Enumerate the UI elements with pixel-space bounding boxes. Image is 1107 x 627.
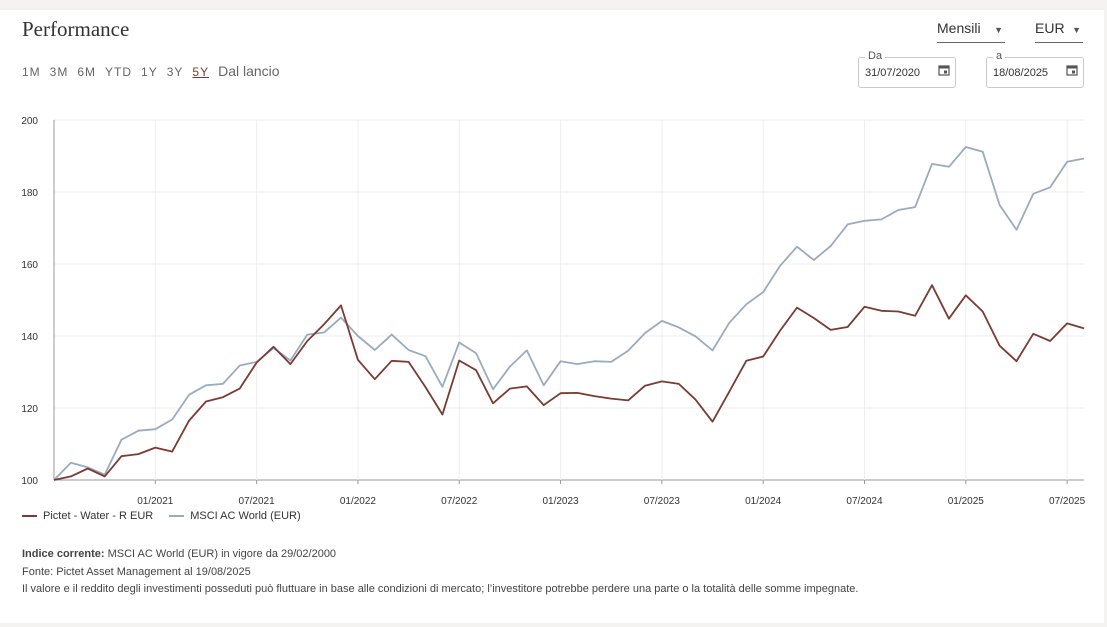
currency-value: EUR — [1035, 20, 1065, 36]
period-ytd[interactable]: YTD — [105, 65, 133, 79]
period-1m[interactable]: 1M — [22, 65, 41, 79]
footnotes: Indice corrente: MSCI AC World (EUR) in … — [22, 546, 858, 599]
series-line-index — [53, 146, 1085, 481]
disclaimer-note: Il valore e il reddito degli investiment… — [22, 583, 859, 595]
x-tick-label: 07/2022 — [441, 496, 478, 507]
x-tick-label: 01/2025 — [948, 496, 985, 507]
calendar-icon[interactable] — [1066, 64, 1078, 76]
series-line-fund — [53, 284, 1085, 481]
date-from-value: 31/07/2020 — [865, 67, 921, 79]
performance-card — [0, 10, 1104, 623]
page-title: Performance — [22, 17, 130, 41]
x-tick-label: 07/2024 — [846, 496, 883, 507]
legend-swatch-fund — [22, 515, 37, 517]
x-tick-label: 01/2022 — [340, 496, 377, 507]
x-tick-label: 01/2023 — [542, 496, 579, 507]
period-3y[interactable]: 3Y — [166, 65, 184, 79]
y-tick-label: 100 — [21, 476, 38, 487]
y-tick-label: 140 — [21, 332, 38, 343]
calendar-icon[interactable] — [938, 64, 950, 76]
current-index-text: MSCI AC World (EUR) in vigore da 29/02/2… — [107, 548, 337, 560]
legend-swatch-index — [169, 515, 185, 517]
legend-item-fund[interactable]: Pictet - Water - R EUR — [22, 510, 153, 522]
chevron-down-icon: ▼ — [1072, 25, 1081, 35]
date-from-field[interactable]: Da 31/07/2020 — [858, 50, 956, 88]
y-tick-label: 120 — [21, 404, 38, 415]
x-tick-label: 01/2021 — [137, 496, 174, 507]
period-1y[interactable]: 1Y — [141, 65, 158, 79]
current-index-note: Indice corrente: MSCI AC World (EUR) in … — [22, 546, 858, 564]
legend-label-index: MSCI AC World (EUR) — [190, 510, 301, 522]
period-5y[interactable]: 5Y — [192, 65, 210, 79]
legend-label-fund: Pictet - Water - R EUR — [43, 510, 154, 522]
y-tick-label: 200 — [21, 116, 38, 127]
period-6m[interactable]: 6M — [77, 65, 97, 79]
frequency-value: Mensili — [937, 20, 981, 36]
x-tick-label: 07/2021 — [239, 496, 276, 507]
y-tick-label: 160 — [21, 260, 38, 271]
chevron-down-icon: ▼ — [994, 25, 1003, 35]
date-to-field[interactable]: a 18/08/2025 — [986, 50, 1084, 88]
period-since-launch[interactable]: Dal lancio — [218, 63, 280, 79]
date-to-label: a — [993, 50, 1006, 62]
period-selector: 1M 3M 6M YTD 1Y 3Y 5Y Dal lancio — [22, 63, 289, 79]
x-tick-label: 07/2025 — [1049, 496, 1086, 507]
current-index-label: Indice corrente: — [22, 548, 105, 560]
source-note: Fonte: Pictet Asset Management al 19/08/… — [22, 565, 251, 578]
legend-item-index[interactable]: MSCI AC World (EUR) — [169, 510, 301, 522]
x-tick-label: 01/2024 — [745, 496, 782, 507]
performance-chart: 100 120 140 160 180 200 01/2021 07/2021 01/2022 0… — [21, 116, 1086, 507]
period-3m[interactable]: 3M — [49, 65, 69, 79]
currency-select[interactable]: EUR ▼ — [1035, 20, 1083, 43]
x-tick-label: 07/2023 — [644, 496, 681, 507]
chart-legend: Pictet - Water - R EUR MSCI AC World (EU… — [22, 510, 317, 522]
y-tick-label: 180 — [21, 188, 38, 199]
date-from-label: Da — [865, 50, 886, 62]
date-to-value: 18/08/2025 — [993, 67, 1049, 79]
frequency-select[interactable]: Mensili ▼ — [937, 20, 1005, 43]
